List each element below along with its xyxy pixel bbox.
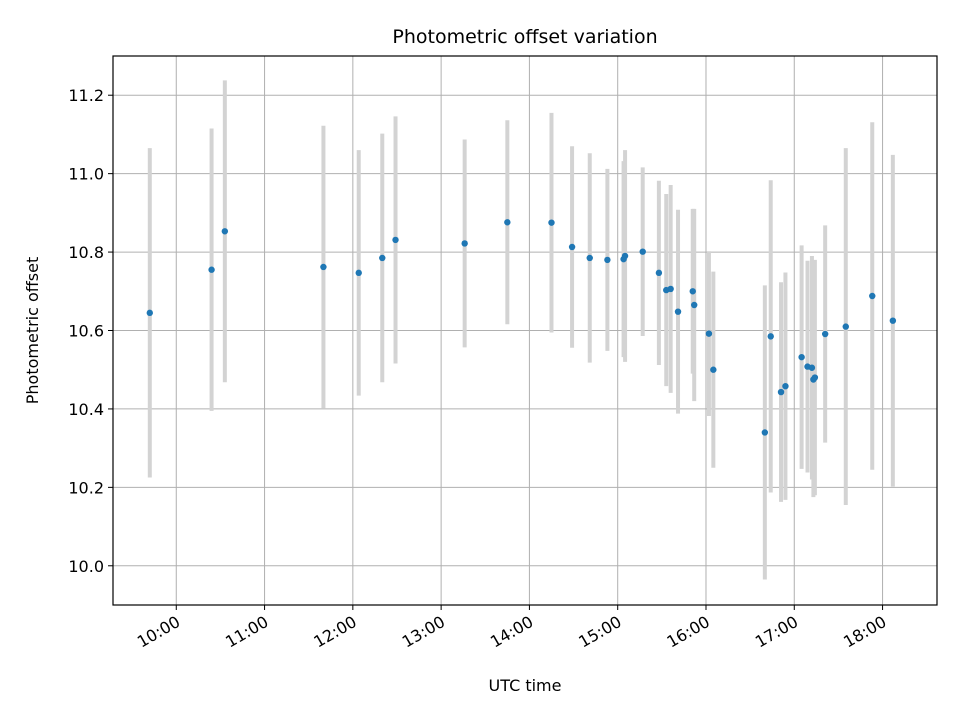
x-tick-label: 14:00: [487, 612, 536, 652]
data-point: [568, 243, 576, 251]
y-tick-label: 11.2: [68, 86, 104, 105]
x-tick-label: 13:00: [399, 612, 448, 652]
data-point: [320, 263, 327, 271]
data-point: [761, 429, 769, 436]
x-tick-label: 12:00: [310, 612, 359, 652]
chart-title: Photometric offset variation: [392, 26, 657, 48]
data-point: [674, 308, 682, 315]
data-point: [710, 366, 717, 373]
data-point: [842, 323, 849, 330]
data-point: [548, 219, 555, 226]
data-point: [811, 374, 819, 381]
data-point: [667, 285, 674, 293]
y-tick-label: 10.0: [68, 557, 104, 576]
data-point: [461, 240, 468, 247]
data-point: [355, 269, 362, 277]
data-point: [221, 228, 229, 235]
data-point: [604, 256, 611, 264]
data-points: [146, 219, 897, 436]
x-tick-label: 11:00: [222, 612, 271, 652]
data-point: [504, 219, 511, 226]
x-tick-label: 18:00: [840, 612, 889, 652]
data-point: [621, 252, 629, 260]
data-point: [767, 333, 774, 340]
data-point: [821, 330, 829, 338]
x-tick-label: 17:00: [752, 612, 801, 652]
x-tick-label: 15:00: [575, 612, 624, 652]
data-point: [379, 254, 386, 262]
x-tick-label: 10:00: [134, 612, 183, 652]
data-point: [705, 330, 713, 337]
data-point: [208, 266, 215, 273]
data-point: [798, 353, 805, 361]
y-axis-label: Photometric offset: [23, 257, 42, 405]
data-point: [146, 309, 153, 317]
y-tick-label: 10.8: [68, 243, 104, 262]
x-axis-label: UTC time: [489, 676, 562, 695]
data-point: [869, 292, 876, 300]
data-point: [689, 288, 696, 295]
data-point: [392, 236, 399, 244]
y-tick-label: 10.4: [68, 400, 104, 419]
y-tick-label: 11.0: [68, 165, 104, 184]
x-tick-label: 16:00: [664, 612, 713, 652]
data-point: [691, 301, 698, 309]
data-point: [639, 248, 646, 255]
data-point: [655, 269, 663, 277]
y-tick-label: 10.6: [68, 322, 104, 341]
y-tick-label: 10.2: [68, 478, 104, 497]
data-point: [777, 388, 785, 396]
data-point: [808, 364, 816, 371]
error-bars: [147, 80, 895, 580]
data-point: [586, 254, 593, 262]
data-point: [889, 317, 897, 324]
data-point: [782, 382, 789, 390]
